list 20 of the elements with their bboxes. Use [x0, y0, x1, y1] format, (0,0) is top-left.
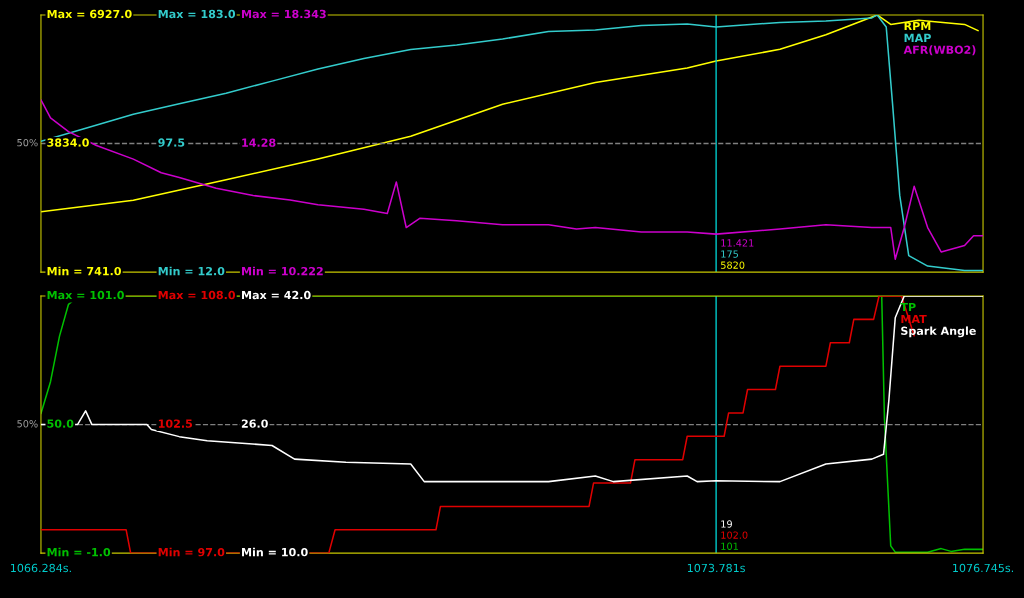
series-label: RPM: [904, 21, 931, 31]
annotation: 5820: [721, 261, 745, 269]
y3-tick-label: 14.28: [242, 138, 276, 147]
annotation: 50%: [17, 420, 38, 428]
x-tick-label: 1076.745s.: [953, 563, 1014, 573]
y3-tick-label: Min = 10.222: [242, 266, 323, 276]
annotation: 50%: [17, 138, 38, 147]
y2-tick-label: Min = 12.0: [158, 266, 225, 276]
y-tick-label: 3834.0: [47, 138, 89, 147]
x-tick-label: 1073.781s: [687, 563, 745, 573]
text: AFR(WBO2): [903, 45, 976, 56]
annotation: 175: [721, 250, 738, 258]
annotation: 11.421: [721, 239, 754, 247]
y-tick-label: Min = 741.0: [47, 266, 121, 276]
x-tick-label: 1066.284s.: [11, 563, 71, 573]
series-label: MAP: [904, 33, 931, 42]
y2-tick-label: Max = 183.0: [158, 9, 236, 19]
y3-tick-label: Max = 18.343: [242, 9, 326, 19]
y-tick-label: Max = 6927.0: [47, 9, 132, 19]
y2-tick-label: 97.5: [158, 138, 185, 147]
